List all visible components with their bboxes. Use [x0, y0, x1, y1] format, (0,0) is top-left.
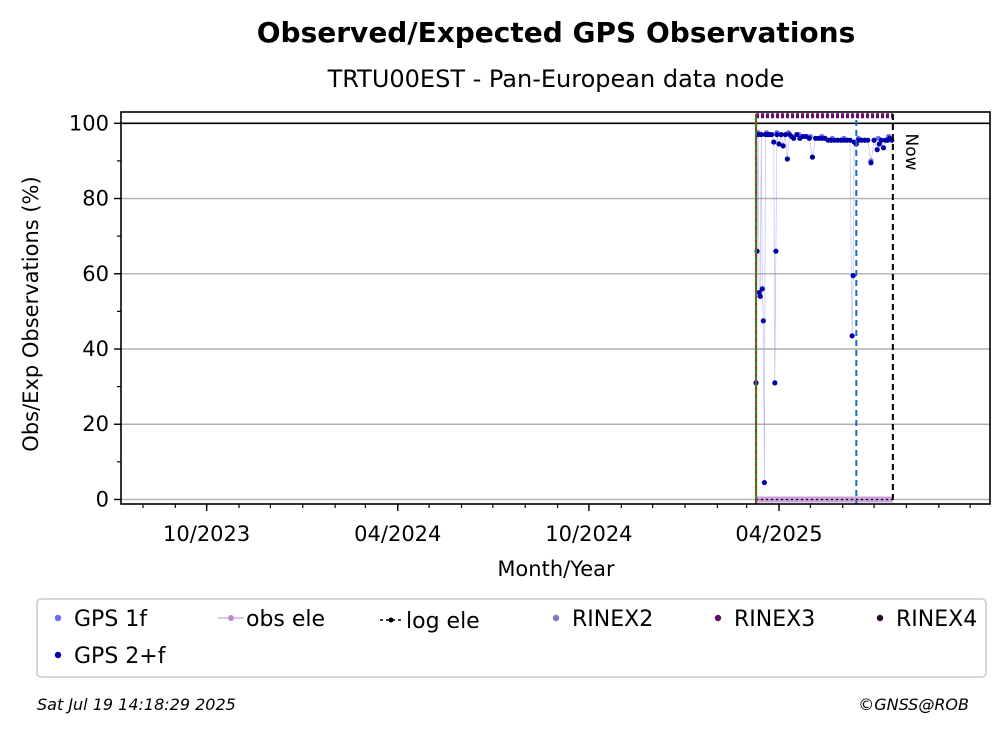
- gps-2f-point: [773, 248, 779, 254]
- y-tick-label: 0: [96, 487, 109, 511]
- y-tick-label: 100: [69, 111, 109, 135]
- y-tick-label: 80: [82, 187, 109, 211]
- legend-marker: [228, 615, 234, 621]
- gps-2f-point: [782, 131, 788, 138]
- gps-2f-point: [758, 131, 764, 138]
- chart-subtitle: TRTU00EST - Pan-European data node: [327, 65, 785, 93]
- gps-2f-point: [794, 131, 800, 138]
- data-series: [753, 113, 895, 486]
- gps-2f-point: [849, 333, 855, 339]
- grid-lines: [121, 122, 990, 501]
- gps-2f-point: [784, 156, 790, 162]
- plot-frame: [120, 111, 991, 505]
- y-axis-label: Obs/Exp Observations (%): [19, 176, 43, 451]
- gps-2f-point: [761, 479, 767, 486]
- legend-label: log ele: [406, 609, 480, 634]
- gps-2f-point: [847, 137, 853, 143]
- gps-2f-point: [774, 131, 780, 138]
- gps-2f-point: [791, 135, 797, 141]
- gps-2f-point: [806, 135, 812, 141]
- gps-2f-point: [772, 380, 778, 386]
- y-tick-label: 60: [82, 262, 109, 286]
- gps-2f-trace: [755, 133, 893, 483]
- obs-ele-band: [756, 496, 893, 503]
- gps-2f-point: [757, 293, 763, 299]
- legend-label: RINEX3: [734, 607, 815, 632]
- legend-marker: [552, 614, 560, 622]
- vertical-markers: Now: [754, 114, 921, 504]
- legend-label: RINEX2: [572, 607, 653, 632]
- data-period-band: [756, 496, 893, 503]
- y-tick-label: 20: [82, 412, 109, 436]
- x-axis: 10/2023 04/2024 10/2024 04/2025: [142, 504, 971, 546]
- gps-2f-point: [871, 137, 877, 143]
- gps-2f-point: [809, 154, 816, 160]
- gps-2f-point: [759, 286, 765, 292]
- legend-label: GPS 2+f: [74, 644, 167, 669]
- gps-2f-point: [865, 137, 871, 143]
- gps-2f-point: [778, 131, 784, 138]
- chart-title: Observed/Expected GPS Observations: [257, 16, 856, 49]
- now-label: Now: [901, 133, 921, 170]
- gps-2f-point: [878, 137, 884, 143]
- y-axis: 0 20 40 60 80 100: [69, 111, 121, 511]
- legend-marker: [876, 614, 884, 622]
- legend-box: [36, 598, 987, 678]
- x-tick-label: 04/2024: [354, 522, 441, 546]
- x-tick-label: 10/2023: [163, 522, 250, 546]
- legend-marker: [388, 617, 394, 623]
- x-tick-label: 10/2024: [545, 522, 632, 546]
- footer-credit: ©GNSS@ROB: [858, 695, 969, 714]
- gps-2f-point: [850, 273, 856, 279]
- gps-2f-point: [780, 143, 786, 149]
- gps-2f-point: [880, 145, 887, 151]
- y-tick-label: 40: [82, 337, 109, 361]
- gps-2f-point: [760, 318, 766, 324]
- gps-2f-point: [776, 141, 782, 147]
- legend: GPS 1f obs ele log ele RINEX2 RINEX3 RINEX4 GP…: [54, 607, 977, 669]
- legend-marker: [54, 614, 62, 622]
- footer-timestamp: Sat Jul 19 14:18:29 2025: [37, 695, 236, 714]
- legend-marker: [54, 651, 62, 659]
- x-axis-label: Month/Year: [497, 557, 615, 581]
- legend-label: RINEX4: [896, 607, 977, 632]
- gps-2f-point: [874, 147, 880, 153]
- legend-label: obs ele: [246, 607, 325, 632]
- gps-2f-point: [771, 139, 777, 145]
- legend-marker: [714, 614, 722, 622]
- x-tick-label: 04/2025: [735, 522, 822, 546]
- gps-2f-point: [769, 131, 775, 138]
- legend-label: GPS 1f: [74, 607, 148, 632]
- gps-2f-point: [868, 160, 874, 166]
